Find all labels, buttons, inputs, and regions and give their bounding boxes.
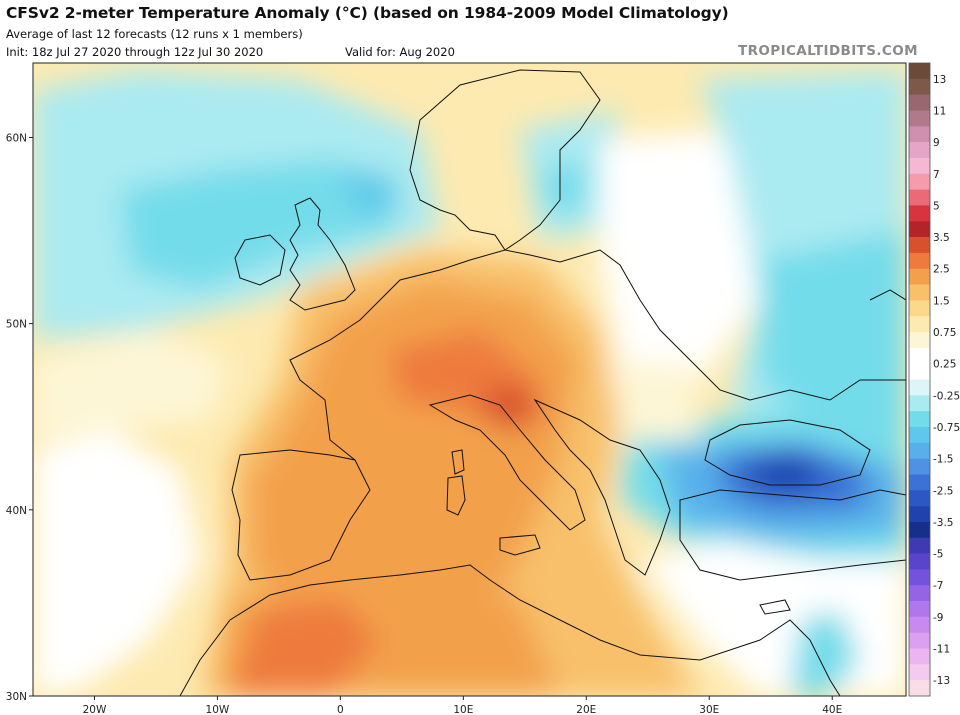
sardinia [446,475,466,516]
scandinavia [409,69,601,251]
lon-tick-label: 20W [83,704,107,715]
colorbar-label: -0.25 [933,390,960,402]
land-outlines [179,69,906,696]
colorbar-swatch [909,411,930,428]
turkey [679,489,906,581]
colorbar-swatch [909,569,930,586]
colorbar-swatch [909,442,930,459]
latitude-axis: 60N 50N 40N 30N [6,132,33,703]
colorbar-swatch [909,664,930,681]
colorbar-swatch [909,648,930,665]
colorbar-swatch [909,490,930,507]
colorbar-label: 7 [933,169,940,181]
colorbar-label: -9 [933,612,943,624]
colorbar-label: 0.25 [933,359,956,371]
colorbar-swatch [909,284,930,301]
colorbar-swatch [909,474,930,491]
chart-subtitle: Average of last 12 forecasts (12 runs x … [6,27,303,41]
chart-title: CFSv2 2-meter Temperature Anomaly (°C) (… [6,4,729,22]
colorbar-swatch [909,601,930,618]
lon-tick-label: 10W [206,704,230,715]
init-time: Init: 18z Jul 27 2020 through 12z Jul 30… [6,45,264,59]
anomaly-field [33,63,906,696]
map-frame-border [32,62,907,697]
valid-time: Valid for: Aug 2020 [345,45,455,59]
caspian-sea [869,289,906,301]
colorbar-swatch [909,316,930,333]
colorbar-swatch [909,616,930,633]
colorbar-swatch [909,537,930,554]
colorbar-label: 5 [933,200,940,212]
colorbar-swatch [909,268,930,285]
iberia [231,449,371,581]
colorbar-swatch [909,63,930,80]
italy [428,394,586,531]
lon-tick-label: 30E [699,704,719,715]
sicily [499,534,541,556]
colorbar-label: 9 [933,137,940,149]
colorbar-swatch [909,126,930,143]
colorbar-swatch [909,142,930,159]
colorbar-swatch [909,395,930,412]
colorbar-swatch [909,458,930,475]
colorbar-swatch [909,521,930,539]
corsica [451,449,465,475]
continental-europe [289,249,906,461]
colorbar-label: -13 [933,675,950,687]
colorbar-swatch [909,506,930,523]
balkans-greece [533,398,671,576]
north-africa [179,564,841,696]
colorbar-label: 13 [933,74,946,86]
lat-tick-label: 60N [6,132,27,144]
colorbar-label: -2.5 [933,485,954,497]
colorbar-swatch [909,426,930,444]
colorbar-swatch [909,205,930,222]
lat-tick-label: 30N [6,691,27,703]
great-britain [289,197,356,311]
colorbar-swatch [909,300,930,317]
colorbar-swatch [909,94,930,111]
colorbar-label: 3.5 [933,232,950,244]
colorbar-swatch [909,553,930,570]
colorbar-label: 2.5 [933,264,950,276]
colorbar-label: 0.75 [933,327,956,339]
colorbar-label: -11 [933,644,950,656]
colorbar-label: 11 [933,105,946,117]
lon-tick-label: 10E [453,704,473,715]
black-sea [704,419,871,486]
lon-tick-label: 20E [576,704,596,715]
longitude-axis: 20W 10W 0 10E 20E 30E 40E [83,696,842,715]
lat-tick-label: 40N [6,505,27,517]
colorbar-label: -3.5 [933,517,954,529]
ireland [234,234,286,286]
colorbar-label: -0.75 [933,422,960,434]
colorbar-label: -5 [933,549,943,561]
lon-tick-label: 0 [337,704,344,715]
colorbar-swatch [909,347,930,364]
colorbar-label: -1.5 [933,454,954,466]
colorbar-swatch [909,189,930,206]
cyprus [759,599,791,615]
colorbar-swatch [909,157,930,175]
colorbar-swatch [909,252,930,270]
colorbar-label: -7 [933,580,943,592]
colorbar-swatch [909,680,930,697]
colorbar-border [908,62,931,697]
colorbar-swatch [909,585,930,602]
colorbar-label: 1.5 [933,295,950,307]
lat-tick-label: 50N [6,319,27,331]
colorbar-swatch [909,332,930,349]
colorbar-swatch [909,221,930,238]
site-brand: TROPICALTIDBITS.COM [738,43,918,59]
colorbar-swatch [909,363,930,380]
lon-tick-label: 40E [822,704,842,715]
colorbar-swatch [909,632,930,649]
colorbar-swatch [909,110,930,127]
colorbar-swatch [909,237,930,254]
colorbar-swatch [909,173,930,190]
colorbar-swatch [909,379,930,396]
colorbar-swatch [909,78,930,95]
colorbar: 13 11 9 7 5 3.5 2.5 1.5 0.75 0.25 -0.25 -0.75 -1.5 -2… [908,62,960,697]
